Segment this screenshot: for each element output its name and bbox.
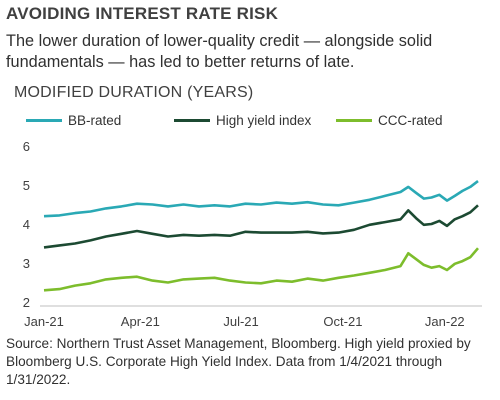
legend-label-high-yield-index: High yield index	[216, 112, 312, 128]
legend-item-high-yield-index: High yield index	[174, 110, 311, 130]
legend-label-bb-rated: BB-rated	[68, 112, 122, 128]
y-tick-label: 5	[23, 178, 30, 193]
chart-subtitle: The lower duration of lower-quality cred…	[6, 32, 433, 71]
legend: BB-rated High yield index CCC-rated	[26, 110, 486, 130]
y-tick-label: 4	[23, 217, 30, 232]
legend-item-ccc-rated: CCC-rated	[336, 110, 443, 130]
legend-label-ccc-rated: CCC-rated	[378, 112, 443, 128]
y-axis-title: MODIFIED DURATION (YEARS)	[14, 84, 254, 101]
x-tick-label: Oct-21	[323, 314, 362, 329]
y-tick-label: 3	[23, 256, 30, 271]
series-line-ccc-rated	[43, 247, 479, 292]
y-tick-label: 6	[23, 139, 30, 154]
y-tick-label: 2	[23, 295, 30, 310]
source-note: Source: Northern Trust Asset Management,…	[6, 336, 471, 387]
x-tick-label: Jan-22	[425, 314, 465, 329]
series-line-high-yield-index	[43, 204, 479, 249]
legend-item-bb-rated: BB-rated	[26, 110, 121, 130]
x-tick-label: Jan-21	[24, 314, 64, 329]
x-tick-label: Apr-21	[121, 314, 160, 329]
chart-title: AVOIDING INTEREST RATE RISK	[6, 4, 279, 23]
line-chart: 2 3 4 5 6 Jan-21 Apr-21 Jul-21 Oct-21 Jan-22	[23, 139, 482, 329]
series-line-bb-rated	[43, 180, 479, 218]
legend-swatch-ccc-rated	[336, 118, 372, 122]
legend-swatch-high-yield-index	[174, 118, 210, 122]
x-tick-label: Jul-21	[223, 314, 258, 329]
legend-swatch-bb-rated	[26, 118, 62, 122]
